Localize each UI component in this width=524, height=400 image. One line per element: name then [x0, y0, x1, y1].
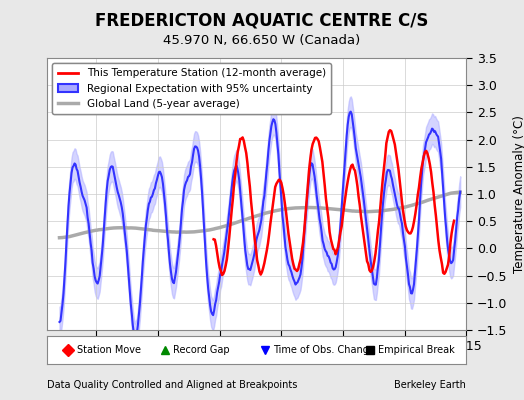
Text: Time of Obs. Change: Time of Obs. Change — [274, 345, 375, 355]
Text: Station Move: Station Move — [77, 345, 140, 355]
Text: Empirical Break: Empirical Break — [378, 345, 455, 355]
Text: 45.970 N, 66.650 W (Canada): 45.970 N, 66.650 W (Canada) — [163, 34, 361, 47]
Y-axis label: Temperature Anomaly (°C): Temperature Anomaly (°C) — [513, 115, 524, 273]
Text: Record Gap: Record Gap — [173, 345, 230, 355]
Text: FREDERICTON AQUATIC CENTRE C/S: FREDERICTON AQUATIC CENTRE C/S — [95, 12, 429, 30]
Text: Berkeley Earth: Berkeley Earth — [395, 380, 466, 390]
Legend: This Temperature Station (12-month average), Regional Expectation with 95% uncer: This Temperature Station (12-month avera… — [52, 63, 331, 114]
Text: Data Quality Controlled and Aligned at Breakpoints: Data Quality Controlled and Aligned at B… — [47, 380, 298, 390]
